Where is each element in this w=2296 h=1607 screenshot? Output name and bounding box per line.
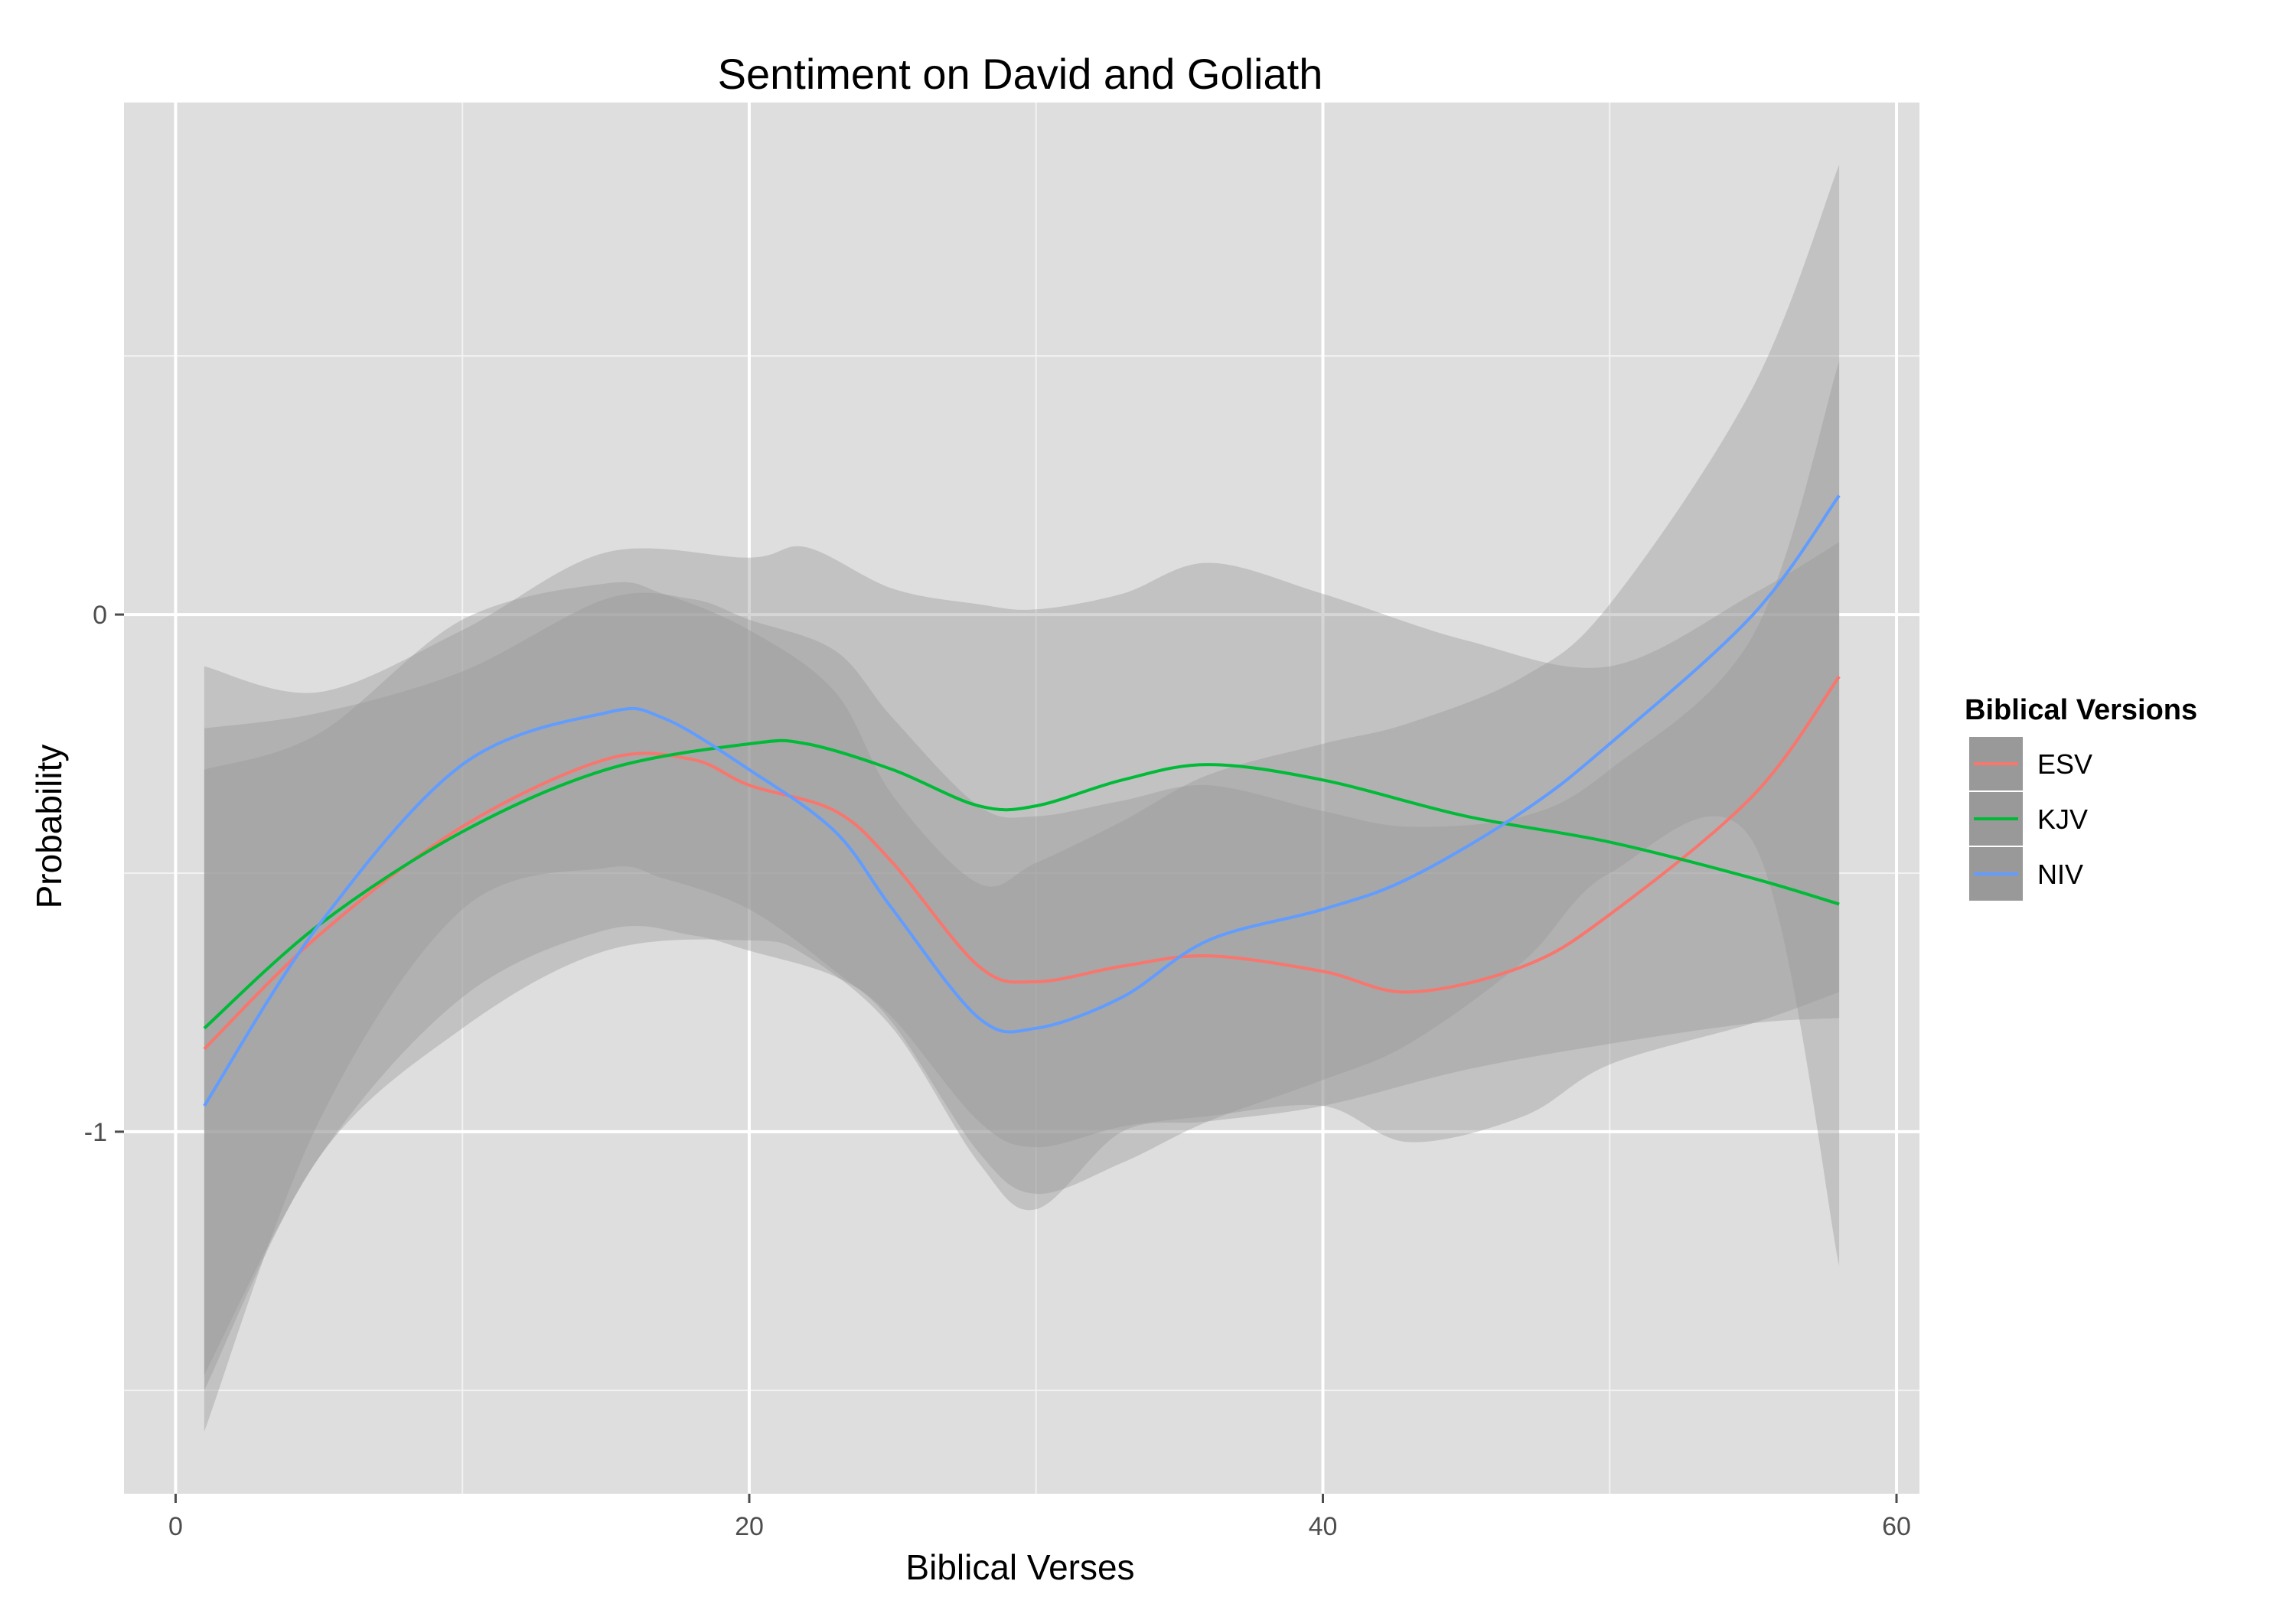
x-tick-labels: 0 20 40 60 xyxy=(168,1512,1911,1541)
legend-label-kjv: KJV xyxy=(2037,804,2088,835)
legend-label-niv: NIV xyxy=(2037,859,2083,890)
legend-title: Biblical Versions xyxy=(1965,694,2197,726)
axis-ticks xyxy=(115,613,1898,1503)
legend-item-kjv: KJV xyxy=(1968,790,2088,847)
x-tick-label: 0 xyxy=(168,1512,183,1541)
chart-title: Sentiment on David and Goliath xyxy=(718,50,1323,98)
legend: Biblical Versions ESV KJV NIV xyxy=(1965,694,2197,902)
legend-item-niv: NIV xyxy=(1968,846,2083,902)
series-line-kjv xyxy=(203,738,1840,1030)
major-gridlines xyxy=(124,103,1919,1494)
confidence-band-kjv xyxy=(204,542,1840,1390)
y-axis-title: Probability xyxy=(29,745,69,909)
series-line-niv xyxy=(203,494,1841,1107)
series-line-esv xyxy=(203,676,1841,1051)
confidence-band-esv xyxy=(204,360,1840,1375)
y-tick-labels: 0 -1 xyxy=(84,601,107,1147)
x-tick-label: 40 xyxy=(1309,1512,1338,1541)
legend-label-esv: ESV xyxy=(2037,748,2092,780)
x-tick-label: 20 xyxy=(735,1512,764,1541)
x-tick-label: 60 xyxy=(1882,1512,1911,1541)
y-tick-label: -1 xyxy=(84,1118,107,1147)
y-tick-label: 0 xyxy=(93,601,107,630)
legend-item-esv: ESV xyxy=(1968,735,2092,792)
series-lines xyxy=(203,494,1841,1107)
minor-gridlines xyxy=(124,103,1919,1494)
x-axis-title: Biblical Verses xyxy=(905,1547,1134,1587)
